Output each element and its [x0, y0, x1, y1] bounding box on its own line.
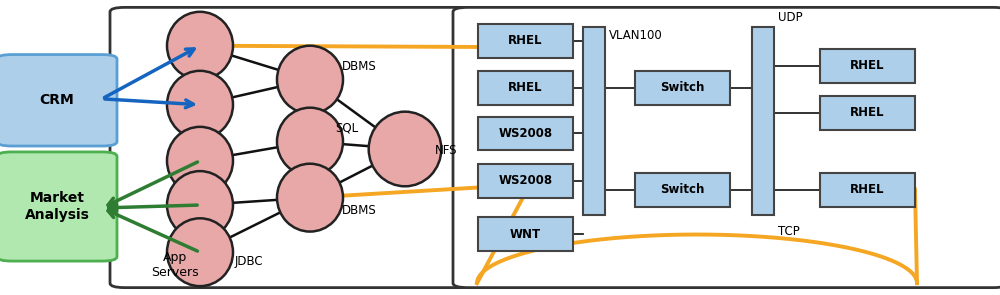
Text: RHEL: RHEL	[850, 59, 885, 72]
Bar	[820, 96, 915, 130]
Ellipse shape	[167, 71, 233, 139]
Text: Switch: Switch	[660, 81, 705, 94]
Bar	[820, 49, 915, 83]
Text: VLAN100: VLAN100	[609, 29, 663, 42]
Text: CRM: CRM	[40, 93, 74, 107]
Bar	[635, 173, 730, 206]
Text: DBMS: DBMS	[342, 204, 377, 217]
Text: WS2008: WS2008	[498, 174, 553, 187]
Ellipse shape	[277, 164, 343, 232]
Bar	[635, 71, 730, 105]
Text: JDBC: JDBC	[235, 255, 264, 268]
Ellipse shape	[167, 12, 233, 80]
Text: UDP: UDP	[778, 11, 803, 24]
Text: TCP: TCP	[778, 225, 800, 238]
Text: SQL: SQL	[335, 122, 358, 135]
Text: NFS: NFS	[435, 144, 458, 157]
Bar	[478, 24, 573, 58]
Ellipse shape	[277, 108, 343, 176]
Text: WNT: WNT	[510, 228, 541, 241]
FancyBboxPatch shape	[0, 55, 117, 146]
Ellipse shape	[277, 46, 343, 114]
Bar	[478, 217, 573, 251]
Text: RHEL: RHEL	[850, 106, 885, 119]
Bar	[820, 173, 915, 206]
Text: DBMS: DBMS	[342, 60, 377, 73]
Text: Market
Analysis: Market Analysis	[25, 191, 89, 222]
Bar	[583, 27, 605, 215]
Bar	[478, 117, 573, 150]
Text: Switch: Switch	[660, 183, 705, 196]
FancyBboxPatch shape	[110, 7, 475, 288]
Bar	[478, 164, 573, 198]
Text: App
Servers: App Servers	[151, 251, 199, 279]
Ellipse shape	[167, 127, 233, 195]
Text: WS2008: WS2008	[498, 127, 553, 140]
Text: RHEL: RHEL	[850, 183, 885, 196]
Bar	[478, 71, 573, 105]
Ellipse shape	[369, 112, 441, 186]
FancyBboxPatch shape	[0, 152, 117, 261]
Text: RHEL: RHEL	[508, 81, 543, 94]
Ellipse shape	[167, 171, 233, 239]
Bar	[752, 27, 774, 215]
FancyBboxPatch shape	[453, 7, 1000, 288]
Ellipse shape	[167, 218, 233, 286]
Text: RHEL: RHEL	[508, 34, 543, 47]
